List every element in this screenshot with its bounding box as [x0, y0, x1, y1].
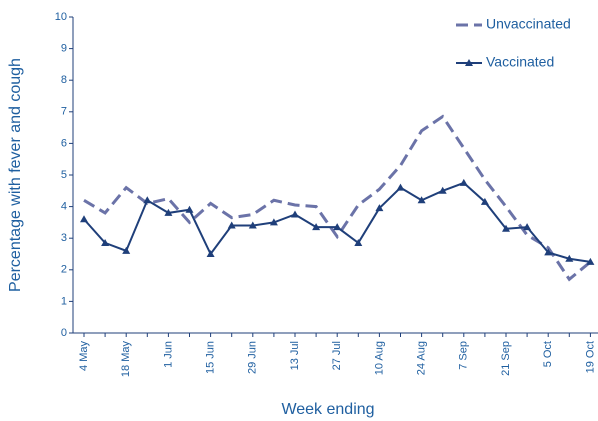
- point: [354, 238, 363, 246]
- point: [544, 248, 553, 256]
- y-tick-label: 2: [61, 264, 67, 276]
- x-tick-label: 4 May: [78, 341, 90, 371]
- point: [80, 215, 88, 223]
- x-axis-title: Week ending: [281, 401, 374, 418]
- point: [417, 196, 426, 204]
- point: [586, 257, 595, 265]
- line: [83, 114, 592, 282]
- x-tick-label: 27 Jul: [331, 341, 343, 370]
- y-tick-label: 10: [55, 11, 67, 23]
- y-tick-label: 6: [61, 137, 67, 149]
- x-tick-label: 15 Jun: [205, 341, 217, 374]
- legend-label: Unvaccinated: [486, 16, 571, 32]
- point: [291, 210, 299, 218]
- point: [269, 218, 278, 226]
- x-tick-label: 7 Sep: [458, 341, 470, 370]
- x-tick-label: 13 Jul: [289, 341, 301, 370]
- point: [206, 250, 215, 257]
- x-tick-label: 18 May: [120, 341, 132, 378]
- point: [438, 186, 447, 194]
- point: [143, 196, 152, 204]
- x-tick-label: 24 Aug: [416, 341, 428, 375]
- point: [565, 254, 574, 262]
- y-tick-label: 9: [61, 43, 67, 55]
- point: [122, 246, 131, 254]
- point: [502, 224, 510, 232]
- y-tick-label: 4: [61, 201, 67, 213]
- legend-label: Vaccinated: [486, 54, 554, 70]
- x-tick-label: 19 Oct: [584, 341, 596, 373]
- y-tick-label: 1: [61, 295, 67, 307]
- y-tick-label: 0: [61, 327, 67, 339]
- point: [312, 223, 321, 231]
- line: [83, 181, 591, 263]
- point: [480, 197, 489, 205]
- point: [248, 221, 257, 229]
- y-tick-label: 3: [61, 232, 67, 244]
- point: [396, 183, 405, 191]
- point: [523, 223, 532, 231]
- x-tick-label: 21 Sep: [500, 341, 512, 376]
- x-tick-label: 10 Aug: [373, 341, 385, 375]
- point: [459, 178, 468, 186]
- point: [101, 238, 110, 246]
- y-tick-label: 8: [61, 74, 67, 86]
- legend-marker: [465, 59, 473, 66]
- point: [333, 223, 342, 231]
- y-tick-label: 5: [61, 169, 67, 181]
- point: [164, 208, 173, 216]
- point: [185, 205, 194, 213]
- x-tick-label: 5 Oct: [542, 341, 554, 367]
- y-tick-label: 7: [61, 106, 67, 118]
- point: [227, 221, 236, 229]
- point: [375, 204, 384, 212]
- x-tick-label: 29 Jun: [247, 341, 259, 374]
- y-axis-title: Percentage with fever and cough: [7, 58, 24, 292]
- x-tick-label: 1 Jun: [162, 341, 174, 368]
